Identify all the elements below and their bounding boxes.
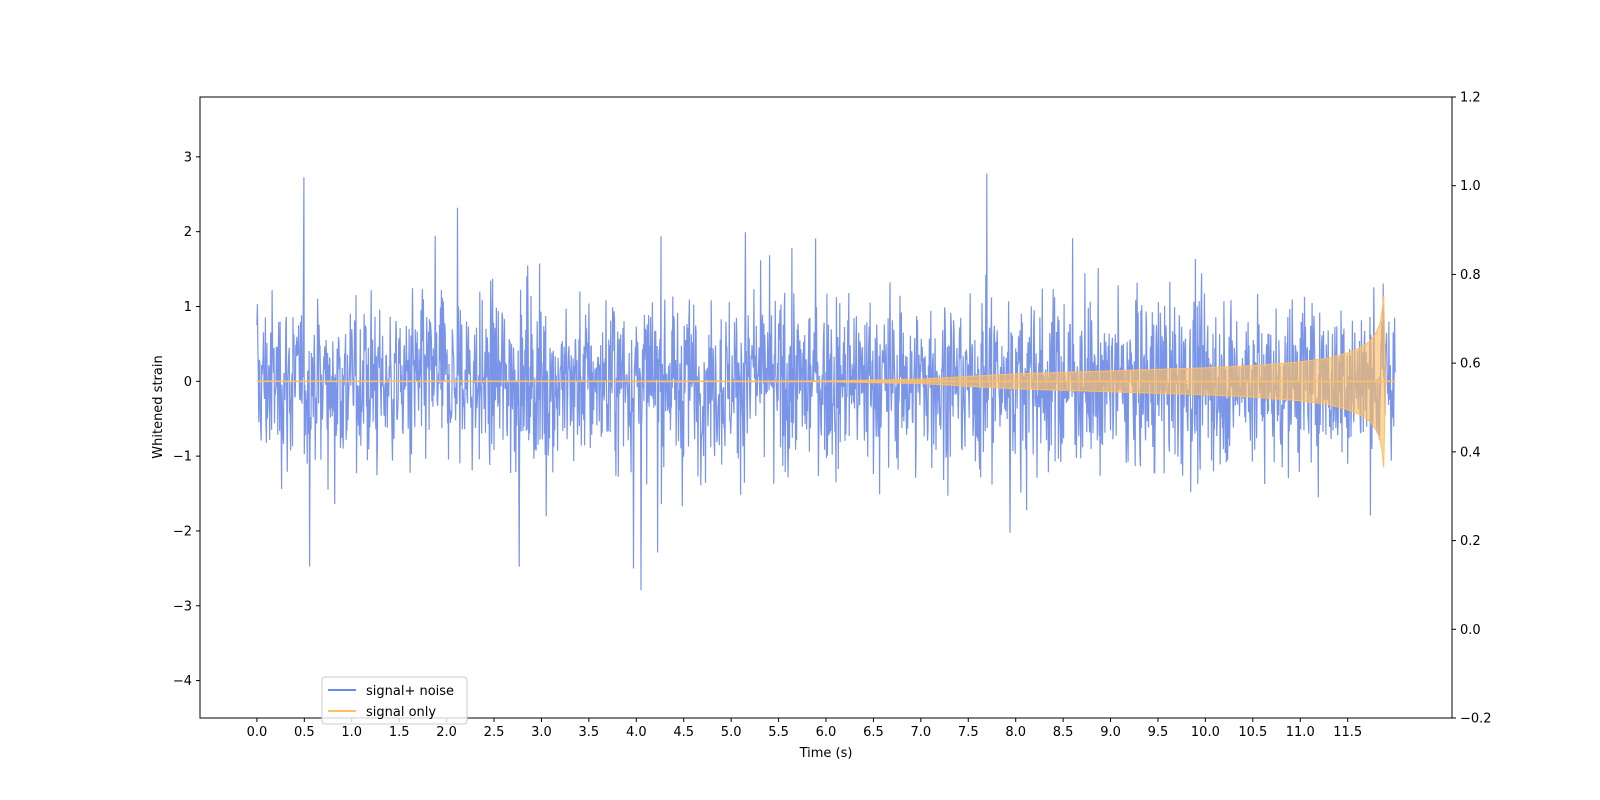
- x-tick-label: 9.5: [1148, 725, 1169, 740]
- series-line-signal-noise: [256, 173, 1396, 591]
- y-tick-label: 1: [184, 300, 192, 315]
- legend-frame: [321, 676, 468, 725]
- x-tick-label: 8.5: [1053, 725, 1074, 740]
- y-axis-left: 3 2 1 0 −1 −2 −3 −4: [173, 150, 200, 689]
- y2-tick-label: 0.0: [1460, 623, 1481, 638]
- y-axis-label: Whitened strain: [151, 355, 166, 458]
- x-tick-label: 0.0: [247, 725, 268, 740]
- x-tick-label: 10.0: [1191, 725, 1220, 740]
- y-tick-label: −2: [173, 524, 192, 539]
- y2-tick-label: 0.8: [1460, 268, 1481, 283]
- y2-tick-label: −0.2: [1460, 712, 1492, 727]
- legend: signal+ noise signal only: [321, 676, 468, 725]
- y-tick-label: 2: [184, 225, 192, 240]
- x-tick-label: 1.5: [389, 725, 410, 740]
- x-axis-label: Time (s): [799, 746, 853, 761]
- x-tick-label: 6.5: [863, 725, 884, 740]
- y-axis-right: 1.2 1.0 0.8 0.6 0.4 0.2 0.0 −0.2: [1452, 91, 1492, 727]
- y-tick-label: 3: [184, 150, 192, 165]
- y2-tick-label: 0.2: [1460, 534, 1481, 549]
- x-tick-label: 7.5: [958, 725, 979, 740]
- y-tick-label: −1: [173, 450, 192, 465]
- y2-tick-label: 1.2: [1460, 91, 1481, 106]
- plot-area: [256, 173, 1396, 591]
- x-tick-label: 10.5: [1238, 725, 1267, 740]
- x-tick-label: 3.0: [531, 725, 552, 740]
- y2-tick-label: 0.4: [1460, 445, 1481, 460]
- y2-tick-label: 1.0: [1460, 179, 1481, 194]
- legend-label-signal-only: signal only: [366, 705, 436, 720]
- x-tick-label: 0.5: [294, 725, 315, 740]
- x-axis: 0.0 0.5 1.0 1.5 2.0 2.5 3.0 3.5 4.0 4.5 5.0 5.5 6.0 6…: [247, 718, 1362, 740]
- legend-label-signal-noise: signal+ noise: [366, 684, 454, 699]
- x-tick-label: 1.0: [341, 725, 362, 740]
- x-tick-label: 2.0: [436, 725, 457, 740]
- y-tick-label: −3: [173, 599, 192, 614]
- y-tick-label: −4: [173, 674, 192, 689]
- x-tick-label: 11.5: [1333, 725, 1362, 740]
- x-tick-label: 7.0: [911, 725, 932, 740]
- x-tick-label: 5.5: [768, 725, 789, 740]
- x-tick-label: 5.0: [721, 725, 742, 740]
- x-tick-label: 4.0: [626, 725, 647, 740]
- x-tick-label: 6.0: [816, 725, 837, 740]
- x-tick-label: 8.0: [1005, 725, 1026, 740]
- y-tick-label: 0: [184, 375, 192, 390]
- x-tick-label: 2.5: [484, 725, 505, 740]
- x-tick-label: 3.5: [579, 725, 600, 740]
- x-tick-label: 4.5: [673, 725, 694, 740]
- x-tick-label: 11.0: [1286, 725, 1315, 740]
- x-tick-label: 9.0: [1100, 725, 1121, 740]
- y2-tick-label: 0.6: [1460, 357, 1481, 372]
